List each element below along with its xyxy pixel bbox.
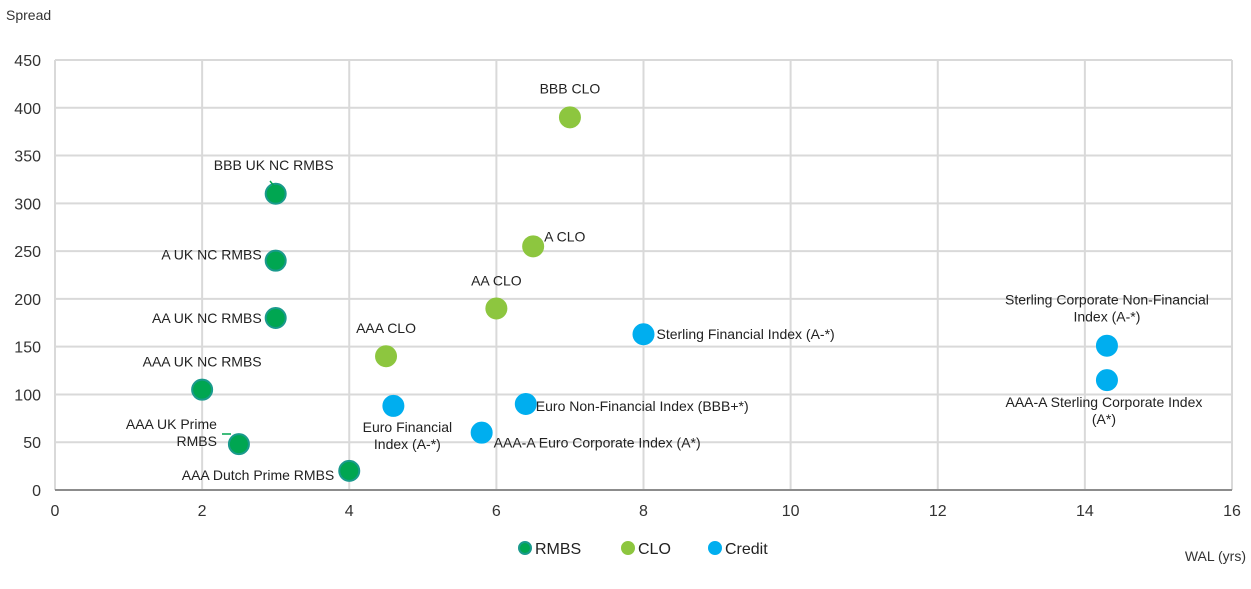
leader-line	[269, 180, 275, 187]
y-tick-label: 0	[32, 483, 41, 500]
point-label: BBB CLO	[540, 80, 601, 96]
data-points	[191, 106, 1118, 482]
x-tick-label: 0	[51, 503, 60, 520]
x-tick-label: 2	[198, 503, 207, 520]
legend-item-rmbs: RMBS	[518, 541, 581, 558]
grid-lines	[54, 59, 1233, 491]
y-tick-label: 100	[14, 387, 41, 404]
point-label: AA CLO	[471, 272, 522, 288]
y-tick-label: 350	[14, 149, 41, 166]
credit-point	[514, 393, 537, 415]
credit-point	[1095, 334, 1118, 357]
rmbs-point	[264, 307, 287, 329]
credit-point	[1095, 369, 1118, 392]
clo-point	[558, 106, 581, 129]
x-tick-label: 6	[492, 503, 501, 520]
legend: RMBS CLO Credit	[518, 541, 768, 558]
rmbs-point	[191, 378, 214, 401]
legend-item-credit: Credit	[708, 541, 768, 558]
point-label: AAA CLO	[356, 320, 416, 336]
y-tick-label: 300	[14, 196, 41, 213]
credit-point	[382, 394, 405, 417]
point-label: Sterling Corporate Non-Financial Index (A…	[1005, 292, 1209, 325]
rmbs-point	[227, 433, 250, 456]
x-tick-label: 4	[345, 503, 354, 520]
point-label: BBB UK NC RMBS	[214, 157, 334, 173]
axes: 0 50 100 150 200 250 300 350 400 450 0 2 4 6 8 10 12 14 16	[14, 53, 1241, 520]
clo-point	[522, 235, 545, 258]
clo-point	[485, 297, 508, 320]
clo-point	[375, 345, 398, 368]
point-label: Euro Non-Financial Index (BBB+*)	[536, 398, 749, 414]
point-label: Euro Financial Index (A-*)	[363, 419, 453, 452]
y-tick-label: 450	[14, 53, 41, 70]
legend-marker	[621, 541, 635, 555]
x-tick-label: 16	[1223, 503, 1241, 520]
credit-point	[632, 323, 655, 346]
x-tick-label: 12	[929, 503, 947, 520]
x-tick-label: 10	[782, 503, 800, 520]
point-label: Sterling Financial Index (A-*)	[657, 326, 835, 342]
y-axis-title: Spread	[6, 7, 51, 23]
point-label: AAA Dutch Prime RMBS	[182, 467, 335, 483]
x-tick-label: 8	[639, 503, 648, 520]
point-labels: BBB UK NC RMBS A UK NC RMBS AA UK NC RMBS A…	[126, 80, 1209, 483]
point-label: AA UK NC RMBS	[152, 310, 262, 326]
x-tick-label: 14	[1076, 503, 1094, 520]
rmbs-point	[338, 459, 361, 482]
legend-label: Credit	[725, 541, 768, 558]
legend-item-clo: CLO	[621, 541, 671, 558]
point-label: A UK NC RMBS	[161, 247, 261, 263]
legend-marker	[708, 541, 722, 555]
point-label: AAA UK NC RMBS	[143, 354, 262, 370]
y-tick-label: 250	[14, 244, 41, 261]
point-label: A CLO	[544, 228, 585, 244]
point-label: AAA UK Prime RMBS	[126, 416, 217, 449]
rmbs-point	[264, 182, 287, 205]
y-tick-label: 50	[23, 435, 41, 452]
x-axis-title: WAL (yrs)	[1185, 548, 1246, 564]
legend-label: CLO	[638, 541, 671, 558]
y-tick-label: 150	[14, 340, 41, 357]
y-tick-label: 200	[14, 292, 41, 309]
legend-label: RMBS	[535, 541, 581, 558]
credit-point	[470, 421, 493, 444]
y-tick-label: 400	[14, 101, 41, 118]
legend-marker	[518, 541, 532, 555]
point-label: AAA-A Sterling Corporate Index (A*)	[1005, 394, 1202, 427]
point-label: AAA-A Euro Corporate Index (A*)	[494, 435, 701, 451]
rmbs-point	[264, 249, 287, 272]
